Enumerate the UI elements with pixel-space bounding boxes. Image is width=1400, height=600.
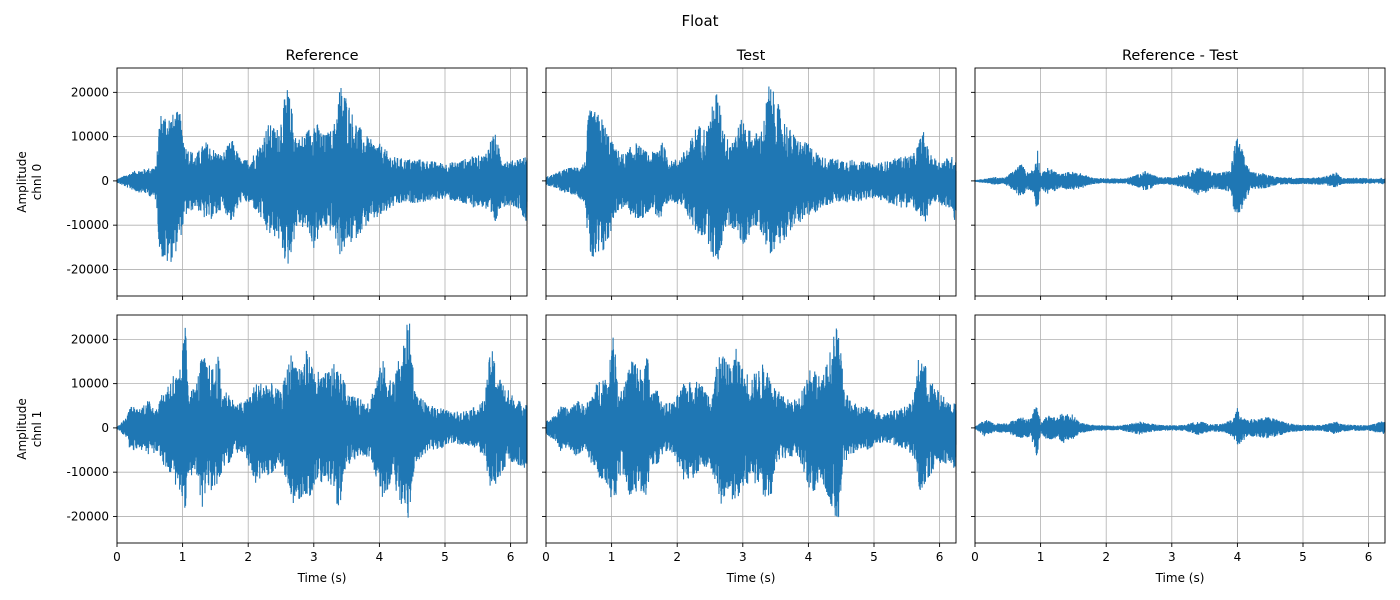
waveform-line-reference [116, 87, 528, 264]
x-tick-label: 3 [310, 550, 318, 564]
axes-frame [974, 314, 1386, 544]
subplot-r0-c0: -20000 -10000 0 10000 20000 Reference Amplitud… [15, 48, 528, 300]
y-axis-label-line2: chnl 1 [30, 411, 44, 448]
x-tick-label: 6 [936, 550, 944, 564]
waveform-line-test [545, 328, 957, 518]
figure-title: Float [681, 12, 718, 30]
y-tick-label: 10000 [71, 130, 109, 144]
x-tick-label: 2 [1102, 550, 1110, 564]
y-axis-label-line2: chnl 0 [30, 164, 44, 201]
axes-frame [545, 67, 957, 297]
x-tick-label: 4 [376, 550, 384, 564]
x-tick-label: 1 [1037, 550, 1045, 564]
x-axis-label: Time (s) [297, 571, 347, 585]
x-tick-label: 4 [805, 550, 813, 564]
y-tick-label: -20000 [66, 509, 109, 523]
y-tick-label: 10000 [71, 377, 109, 391]
x-tick-label: 4 [1234, 550, 1242, 564]
waveform-line-test [545, 86, 957, 260]
subplot-title: Test [736, 48, 766, 64]
y-tick-label: -20000 [66, 262, 109, 276]
axes-frame [974, 67, 1386, 297]
x-tick-label: 6 [1365, 550, 1373, 564]
x-tick-label: 1 [608, 550, 616, 564]
x-tick-label: 5 [441, 550, 449, 564]
x-tick-label: 3 [739, 550, 747, 564]
subplot-title: Reference - Test [1122, 48, 1238, 64]
x-tick-label: 0 [113, 550, 121, 564]
subplot-r1-c2: 0 1 2 3 4 5 6 Time (s) [971, 314, 1386, 585]
subplot-r1-c0: 0 1 2 3 4 5 6 -20000 -10000 0 10000 20000 Time (s) Am… [15, 314, 528, 585]
x-tick-label: 0 [971, 550, 979, 564]
waveform-line-reference-test [974, 138, 1386, 213]
x-tick-label: 1 [179, 550, 187, 564]
subplot-r1-c1: 0 1 2 3 4 5 6 Time (s) [542, 314, 957, 585]
y-tick-label: 0 [101, 421, 109, 435]
axes-frame [116, 314, 528, 544]
x-tick-label: 2 [673, 550, 681, 564]
x-tick-label: 2 [244, 550, 252, 564]
waveform-line-reference-test [974, 407, 1386, 456]
y-tick-label: -10000 [66, 218, 109, 232]
axes-frame [116, 67, 528, 297]
y-axis-label-line1: Amplitude [15, 398, 29, 460]
y-tick-label: -10000 [66, 465, 109, 479]
x-tick-label: 6 [507, 550, 515, 564]
x-tick-label: 5 [870, 550, 878, 564]
y-axis-label-line1: Amplitude [15, 151, 29, 213]
axes-frame [545, 314, 957, 544]
subplot-r0-c2: Reference - Test [971, 48, 1386, 300]
y-tick-label: 20000 [71, 85, 109, 99]
waveform-line-reference [116, 323, 528, 518]
x-tick-label: 5 [1299, 550, 1307, 564]
x-tick-label: 0 [542, 550, 550, 564]
subplot-title: Reference [285, 48, 358, 64]
y-tick-label: 20000 [71, 332, 109, 346]
x-axis-label: Time (s) [726, 571, 776, 585]
subplot-r0-c1: Test [542, 48, 957, 300]
y-tick-label: 0 [101, 174, 109, 188]
x-tick-label: 3 [1168, 550, 1176, 564]
x-axis-label: Time (s) [1155, 571, 1205, 585]
